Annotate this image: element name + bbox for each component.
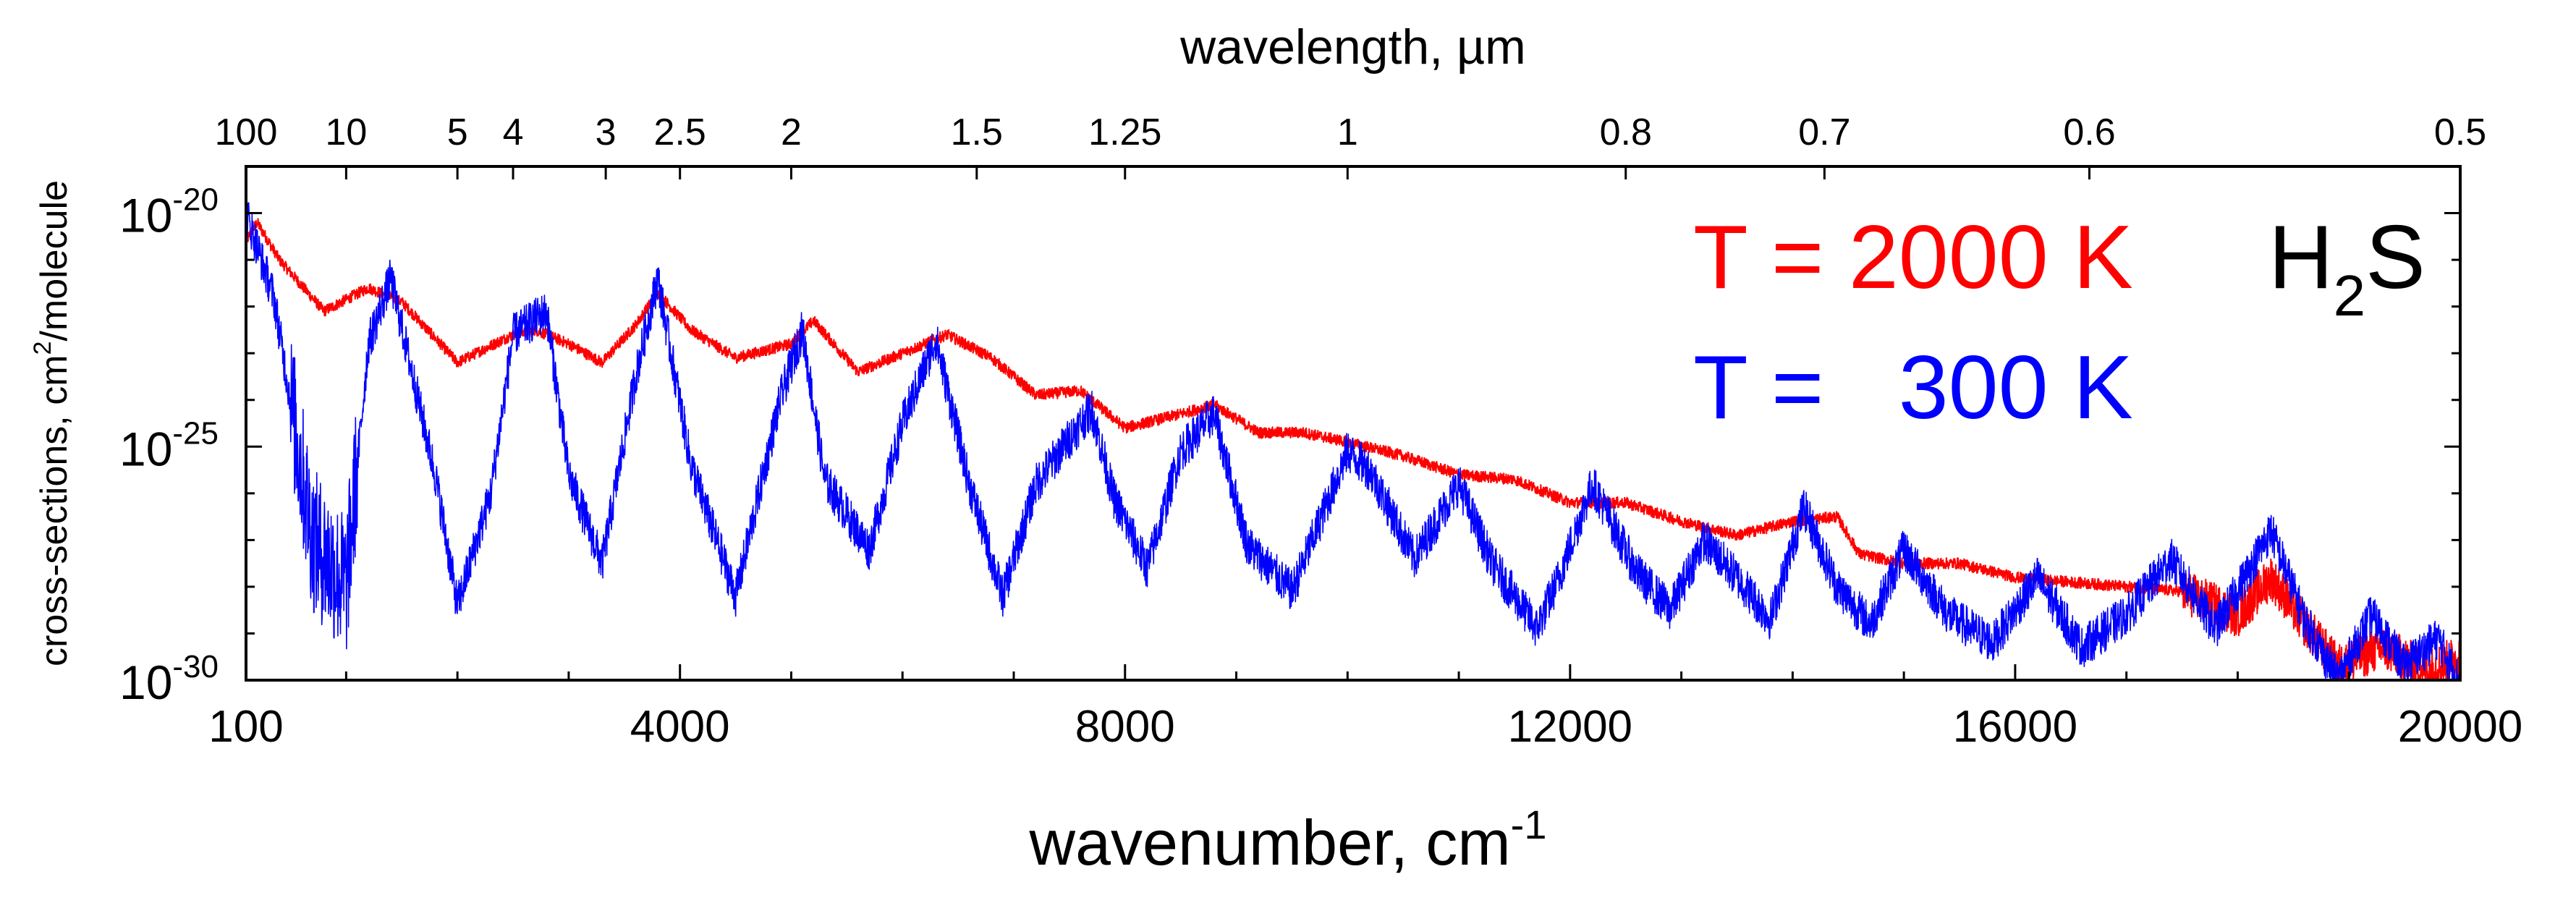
top-tick-label: 2.5 <box>654 111 706 153</box>
series-layer <box>245 200 2461 681</box>
top-tick-label: 0.7 <box>1798 111 1850 153</box>
y-axis-title-text: cross-sections, cm <box>33 355 75 666</box>
y-tick-base: 10 <box>119 422 172 475</box>
legend-entry-2000K: T = 2000 K <box>1693 208 2133 308</box>
y-tick-exponent: -20 <box>172 182 219 218</box>
y-tick-base: 10 <box>119 189 172 242</box>
top-tick-label: 1 <box>1337 111 1358 153</box>
y-axis-title-rest: /molecule <box>33 180 75 342</box>
y-tick-label: 10-20 <box>119 182 219 242</box>
y-tick-exponent: -30 <box>172 649 219 684</box>
molecule-rest: S <box>2365 208 2425 308</box>
x-tick-label: 4000 <box>630 702 730 752</box>
legend-entry-300K: T = 300 K <box>1693 338 2133 438</box>
x-tick-label: 8000 <box>1075 702 1175 752</box>
y-tick-labels: 10-20 10-25 10-30 <box>119 182 219 709</box>
y-tick-label: 10-25 <box>119 415 219 475</box>
molecule-label: H2S <box>2268 208 2425 328</box>
x-tick-labels: 100 4000 8000 12000 16000 20000 <box>208 702 2522 752</box>
x-tick-label: 20000 <box>2398 702 2522 752</box>
legend: T = 2000 K T = 300 K H2S <box>1693 208 2425 438</box>
top-tick-label: 3 <box>596 111 617 153</box>
top-tick-labels: 100 10 5 4 3 2.5 2 1.5 1.25 1 0.8 0.7 0.… <box>215 111 2487 153</box>
x-tick-label: 100 <box>208 702 283 752</box>
top-tick-label: 100 <box>215 111 278 153</box>
tick-layer <box>245 165 2462 682</box>
y-tick-exponent: -25 <box>172 415 219 451</box>
top-tick-label: 2 <box>781 111 802 153</box>
top-tick-label: 5 <box>447 111 468 153</box>
x-axis-title: wavenumber, cm-1 <box>1029 802 1547 878</box>
x-axis-title-exponent: -1 <box>1511 802 1547 847</box>
top-tick-label: 1.25 <box>1088 111 1161 153</box>
x-axis-title-text: wavenumber, cm <box>1029 807 1511 878</box>
series-line-300K <box>245 200 2461 681</box>
top-tick-label: 0.8 <box>1600 111 1652 153</box>
plot-frame <box>245 165 2462 682</box>
y-axis-title-exponent: 2 <box>29 342 56 355</box>
molecule-subscript: 2 <box>2334 263 2366 328</box>
x-tick-label: 12000 <box>1508 702 1632 752</box>
y-axis-title: cross-sections, cm2/molecule <box>29 180 75 666</box>
top-tick-label: 1.5 <box>951 111 1003 153</box>
top-tick-label: 0.6 <box>2063 111 2115 153</box>
y-tick-label: 10-30 <box>119 649 219 709</box>
y-tick-base: 10 <box>119 656 172 709</box>
top-tick-label: 10 <box>325 111 367 153</box>
molecule-base: H <box>2268 208 2334 308</box>
top-tick-label: 4 <box>503 111 524 153</box>
top-tick-label: 0.5 <box>2434 111 2486 153</box>
top-axis-title: wavelength, µm <box>1179 20 1526 75</box>
x-tick-label: 16000 <box>1953 702 2077 752</box>
